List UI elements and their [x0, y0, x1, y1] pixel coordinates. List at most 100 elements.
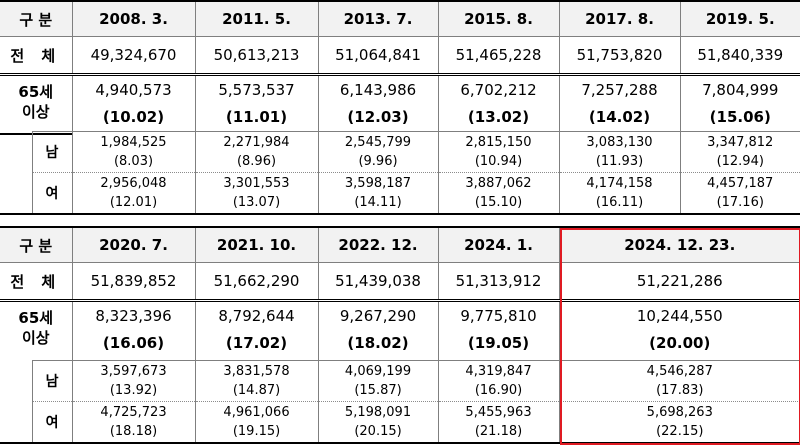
female-count: 3,598,187: [319, 174, 438, 193]
category-header: 구 분: [0, 227, 72, 263]
over65-count: 9,775,810: [439, 306, 559, 326]
female-count: 5,198,091: [319, 403, 438, 422]
male-pct: (10.94): [439, 152, 559, 171]
total-row: 전 체 49,324,670 50,613,213 51,064,841 51,…: [0, 37, 800, 75]
over65-pct: (14.02): [560, 104, 680, 130]
female-pct: (12.01): [73, 193, 195, 212]
total-row: 전 체 51,839,852 51,662,290 51,439,038 51,…: [0, 263, 800, 301]
date-header: 2024. 1.: [438, 227, 559, 263]
female-pct: (18.18): [73, 422, 195, 441]
female-pct: (17.16): [681, 193, 800, 212]
over65-cell: 4,940,573 (10.02): [72, 75, 195, 135]
total-value: 49,324,670: [72, 37, 195, 75]
total-value: 51,221,286: [559, 263, 800, 301]
over65-label-line2: 이상: [0, 102, 72, 122]
category-header: 구 분: [0, 1, 72, 37]
over65-cell: 8,323,396(16.06): [72, 301, 195, 361]
over65-label-line2: 이상: [0, 328, 72, 348]
female-cell: 4,725,723(18.18): [72, 402, 195, 444]
over65-count: 9,267,290: [319, 306, 438, 326]
male-cell: 3,083,130(11.93): [559, 132, 680, 173]
female-cell: 2,956,048(12.01): [72, 173, 195, 215]
over65-pct: (16.06): [73, 330, 195, 356]
male-label: 남: [32, 361, 72, 402]
female-pct: (15.10): [439, 193, 559, 212]
male-count: 3,347,812: [681, 133, 800, 152]
total-value: 51,439,038: [318, 263, 438, 301]
female-count: 2,956,048: [73, 174, 195, 193]
over65-cell: 9,267,290(18.02): [318, 301, 438, 361]
header-row: 구 분 2008. 3. 2011. 5. 2013. 7. 2015. 8. …: [0, 1, 800, 37]
date-header: 2022. 12.: [318, 227, 438, 263]
male-pct: (17.83): [560, 381, 800, 400]
male-count: 4,546,287: [560, 362, 800, 381]
over65-cell: 5,573,537(11.01): [195, 75, 318, 135]
female-cell: 5,455,963(21.18): [438, 402, 559, 444]
female-count: 5,455,963: [439, 403, 559, 422]
over65-count: 10,244,550: [560, 306, 800, 326]
total-value: 51,840,339: [680, 37, 800, 75]
date-header: 2011. 5.: [195, 1, 318, 37]
over65-count: 4,940,573: [73, 80, 195, 100]
female-cell: 4,174,158(16.11): [559, 173, 680, 215]
female-pct: (14.11): [319, 193, 438, 212]
female-count: 4,961,066: [196, 403, 318, 422]
over65-pct: (19.05): [439, 330, 559, 356]
female-cell: 3,598,187(14.11): [318, 173, 438, 215]
over65-pct: (10.02): [73, 104, 195, 130]
male-cell: 4,069,199(15.87): [318, 361, 438, 402]
female-cell: 3,887,062(15.10): [438, 173, 559, 215]
male-count: 2,271,984: [196, 133, 318, 152]
over65-pct: (17.02): [196, 330, 318, 356]
date-header: 2024. 12. 23.: [559, 227, 800, 263]
total-value: 51,839,852: [72, 263, 195, 301]
date-header: 2008. 3.: [72, 1, 195, 37]
indent-spacer: [0, 132, 32, 173]
date-header: 2019. 5.: [680, 1, 800, 37]
female-count: 4,457,187: [681, 174, 800, 193]
over65-label: 65세 이상: [0, 75, 72, 135]
female-pct: (20.15): [319, 422, 438, 441]
header-row: 구 분 2020. 7. 2021. 10. 2022. 12. 2024. 1…: [0, 227, 800, 263]
over65-cell: 10,244,550 (20.00): [559, 301, 800, 361]
over65-count: 6,702,212: [439, 80, 559, 100]
male-pct: (11.93): [560, 152, 680, 171]
female-count: 3,887,062: [439, 174, 559, 193]
male-count: 2,545,799: [319, 133, 438, 152]
over65-cell: 6,143,986(12.03): [318, 75, 438, 135]
male-count: 3,083,130: [560, 133, 680, 152]
over65-label-line1: 65세: [0, 82, 72, 102]
over65-pct: (12.03): [319, 104, 438, 130]
female-row: 여 4,725,723(18.18) 4,961,066(19.15) 5,19…: [0, 402, 800, 444]
indent-spacer: [0, 173, 32, 215]
male-cell: 3,597,673(13.92): [72, 361, 195, 402]
total-value: 50,613,213: [195, 37, 318, 75]
male-pct: (14.87): [196, 381, 318, 400]
female-label: 여: [32, 402, 72, 444]
over65-pct: (20.00): [560, 330, 800, 356]
male-count: 1,984,525: [73, 133, 195, 152]
male-count: 4,069,199: [319, 362, 438, 381]
male-cell: 3,347,812(12.94): [680, 132, 800, 173]
population-table-1: 구 분 2008. 3. 2011. 5. 2013. 7. 2015. 8. …: [0, 0, 800, 135]
female-pct: (13.07): [196, 193, 318, 212]
female-count: 3,301,553: [196, 174, 318, 193]
date-header: 2020. 7.: [72, 227, 195, 263]
over65-count: 7,257,288: [560, 80, 680, 100]
male-count: 2,815,150: [439, 133, 559, 152]
male-pct: (16.90): [439, 381, 559, 400]
male-row: 남 1,984,525(8.03) 2,271,984(8.96) 2,545,…: [0, 132, 800, 173]
over65-cell: 7,804,999 (15.06): [680, 75, 800, 135]
over65-pct: (15.06): [681, 104, 800, 130]
female-pct: (21.18): [439, 422, 559, 441]
male-cell: 2,271,984(8.96): [195, 132, 318, 173]
male-pct: (9.96): [319, 152, 438, 171]
male-pct: (8.03): [73, 152, 195, 171]
over65-count: 7,804,999: [681, 80, 800, 100]
male-cell: 1,984,525(8.03): [72, 132, 195, 173]
total-value: 51,662,290: [195, 263, 318, 301]
over65-label: 65세 이상: [0, 301, 72, 361]
over65-row: 65세 이상 4,940,573 (10.02) 5,573,537(11.01)…: [0, 75, 800, 135]
total-value: 51,753,820: [559, 37, 680, 75]
total-label: 전 체: [0, 263, 72, 301]
